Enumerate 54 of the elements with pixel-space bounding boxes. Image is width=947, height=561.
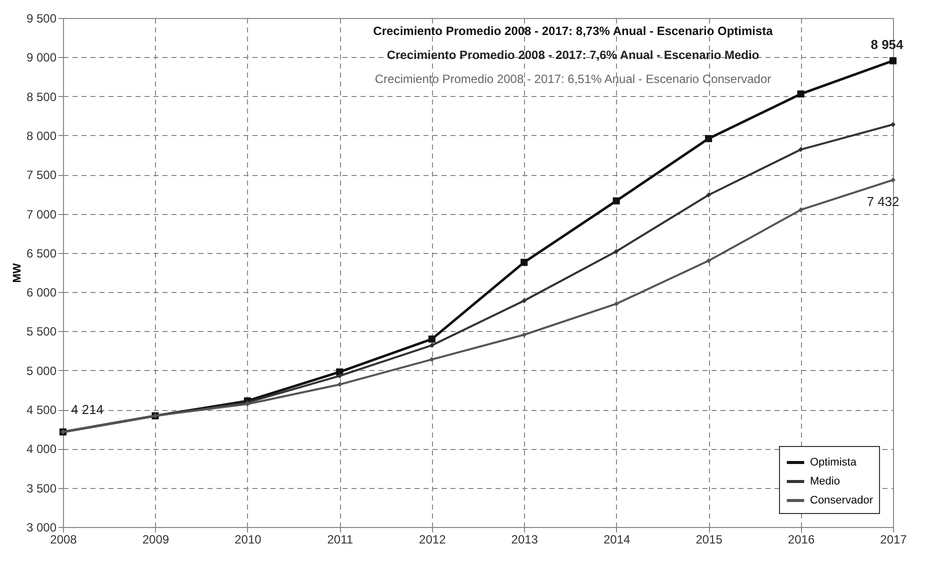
- x-tick-label: 2015: [696, 532, 723, 546]
- point: [522, 298, 527, 304]
- y-tick-label: 6 000: [26, 286, 57, 300]
- x-tick-label: 2009: [142, 532, 170, 546]
- point: [706, 192, 712, 198]
- x-tick-label: 2014: [603, 532, 631, 546]
- x-tick-label: 2011: [327, 532, 354, 546]
- point: [889, 57, 897, 64]
- legend-label: Conservador: [810, 494, 874, 506]
- y-tick-label: 8 000: [26, 128, 57, 143]
- x-tick-label: 2016: [788, 532, 815, 546]
- x-tick-label: 2017: [880, 532, 908, 546]
- point: [429, 356, 434, 362]
- point: [705, 135, 712, 142]
- annotation: Crecimiento Promedio 2008 - 2017: 8,73% Anual - Escenario Optimista: [373, 24, 774, 38]
- y-tick-label: 5 500: [26, 324, 57, 339]
- y-tick-label: 4 000: [26, 442, 57, 456]
- point: [614, 248, 619, 254]
- y-tick-label: 8 500: [26, 90, 57, 104]
- point: [706, 258, 712, 264]
- annotation: Crecimiento Promedio 2008 - 2017: 7,6% Anual - Escenario Medio: [386, 48, 760, 62]
- x-tick-label: 2013: [511, 532, 538, 546]
- x-tick-label: 2010: [234, 532, 262, 546]
- point: [890, 177, 896, 182]
- y-tick-label: 7 500: [26, 168, 57, 182]
- y-tick-label: 9 000: [26, 50, 57, 65]
- y-tick-label: 5 000: [26, 364, 57, 378]
- point: [890, 122, 896, 127]
- y-tick-label: 7 000: [26, 207, 57, 222]
- annotation: 8 954: [870, 36, 904, 52]
- x-tick-label: 2008: [50, 532, 78, 546]
- y-axis-title: MW: [11, 262, 24, 283]
- point: [798, 207, 804, 212]
- y-tick-label: 9 500: [26, 12, 57, 26]
- legend-label: Medio: [810, 476, 840, 488]
- point: [429, 342, 434, 348]
- x-tick-label: 2012: [419, 532, 446, 546]
- y-tick-label: 3 500: [26, 481, 57, 496]
- point: [520, 258, 528, 266]
- point: [612, 197, 620, 204]
- annotation: Crecimiento Promedio 2008 - 2017: 6,51% Anual - Escenario Conservador: [374, 72, 772, 86]
- y-tick-label: 6 500: [26, 246, 57, 260]
- y-tick-label: 3 000: [26, 520, 57, 534]
- point: [798, 147, 804, 152]
- annotation: 7 432: [866, 194, 900, 209]
- point: [522, 332, 527, 338]
- annotation: 4 214: [71, 402, 104, 417]
- point: [428, 336, 436, 343]
- point: [337, 373, 342, 378]
- point: [797, 90, 804, 98]
- legend-label: Optimista: [810, 456, 858, 468]
- point: [614, 301, 619, 306]
- point: [337, 382, 342, 387]
- y-tick-label: 4 500: [26, 403, 57, 418]
